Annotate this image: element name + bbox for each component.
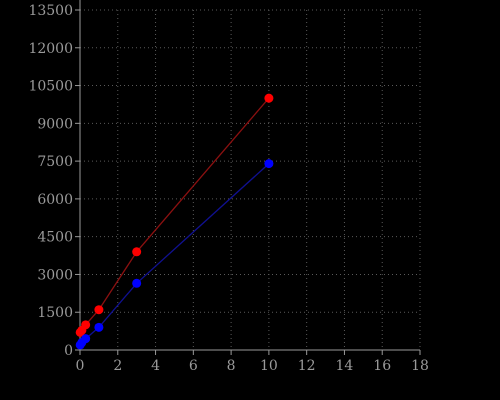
x-tick-label-1: 2 [113,358,122,374]
x-tick-label-8: 16 [373,358,391,374]
x-tick-label-9: 18 [411,358,429,374]
series-0-point-2 [81,320,91,330]
series-0-point-5 [264,93,274,103]
x-tick-label-6: 12 [298,358,316,374]
y-tick-label-5: 7500 [37,154,73,170]
y-axis-ticks: 0 1500 3000 4500 6000 7500 9000 10500 12000 13500 [28,3,80,359]
x-tick-label-2: 4 [151,358,160,374]
series-1-point-3 [94,322,104,332]
series-0-point-4 [132,247,142,257]
y-tick-label-7: 10500 [28,79,73,95]
x-tick-label-0: 0 [76,358,85,374]
x-tick-label-5: 10 [260,358,278,374]
series-1-point-4 [132,278,142,288]
x-tick-label-7: 14 [336,358,354,374]
x-tick-label-3: 6 [189,358,198,374]
y-tick-label-4: 6000 [37,192,73,208]
y-tick-label-3: 4500 [37,230,73,246]
series-1-point-5 [264,159,274,169]
grid [80,9,421,350]
series-0-point-3 [94,305,104,315]
y-tick-label-2: 3000 [37,267,73,283]
y-tick-label-6: 9000 [37,116,73,132]
y-tick-label-9: 13500 [28,3,73,19]
series-layer [75,93,274,350]
y-tick-label-0: 0 [64,343,73,359]
y-tick-label-8: 12000 [28,41,73,57]
x-tick-label-4: 8 [227,358,236,374]
axes [79,0,420,351]
series-1-point-2 [81,334,91,344]
y-tick-label-1: 1500 [37,305,73,321]
x-axis-ticks: 0 2 4 6 8 10 12 14 16 18 [76,350,429,374]
